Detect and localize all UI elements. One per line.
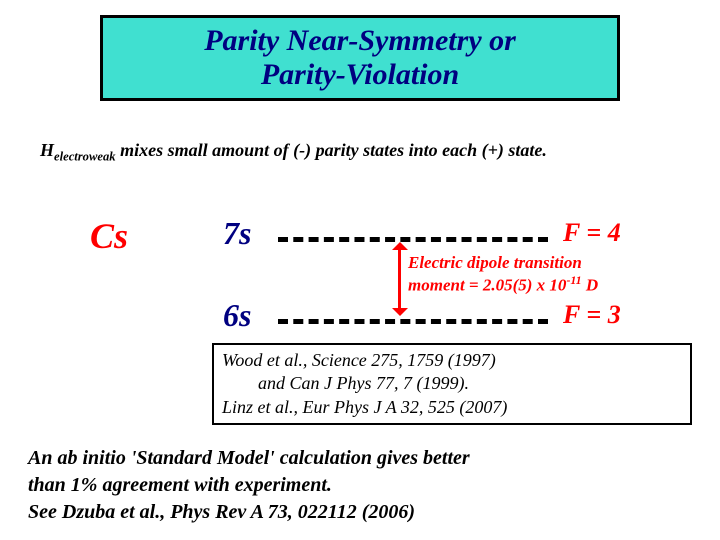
title-line2: Parity-Violation [113,58,607,92]
conclusion-line2: than 1% agreement with experiment. [28,472,470,499]
dipole-line2: moment = 2.05(5) x 10-11 D [408,273,598,296]
arrow-down-icon [392,308,408,316]
transition-arrow [398,250,401,308]
conclusion-line1: An ab initio 'Standard Model' calculatio… [28,445,470,472]
state-6s: 6s [223,297,251,334]
level-line-6s [278,319,548,324]
f4-label: F = 4 [563,218,621,248]
h-symbol: H [40,140,54,160]
title-box: Parity Near-Symmetry or Parity-Violation [100,15,620,101]
h-subscript: electroweak [54,150,116,164]
ref-line2: and Can J Phys 77, 7 (1999). [222,372,682,395]
conclusion-line3: See Dzuba et al., Phys Rev A 73, 022112 … [28,499,470,526]
arrow-up-icon [392,242,408,250]
dipole-moment: Electric dipole transition moment = 2.05… [408,253,598,296]
title-line1: Parity Near-Symmetry or [113,24,607,58]
references-box: Wood et al., Science 275, 1759 (1997) an… [212,343,692,425]
mixing-statement: Helectroweak mixes small amount of (-) p… [40,140,547,165]
mixing-text: mixes small amount of (-) parity states … [116,140,547,160]
dipole-line1: Electric dipole transition [408,253,598,273]
cs-label: Cs [90,215,128,257]
level-line-7s [278,237,548,242]
conclusion-text: An ab initio 'Standard Model' calculatio… [28,445,470,526]
ref-line1: Wood et al., Science 275, 1759 (1997) [222,349,682,372]
state-7s: 7s [223,215,251,252]
ref-line3: Linz et al., Eur Phys J A 32, 525 (2007) [222,396,682,419]
f3-label: F = 3 [563,300,621,330]
